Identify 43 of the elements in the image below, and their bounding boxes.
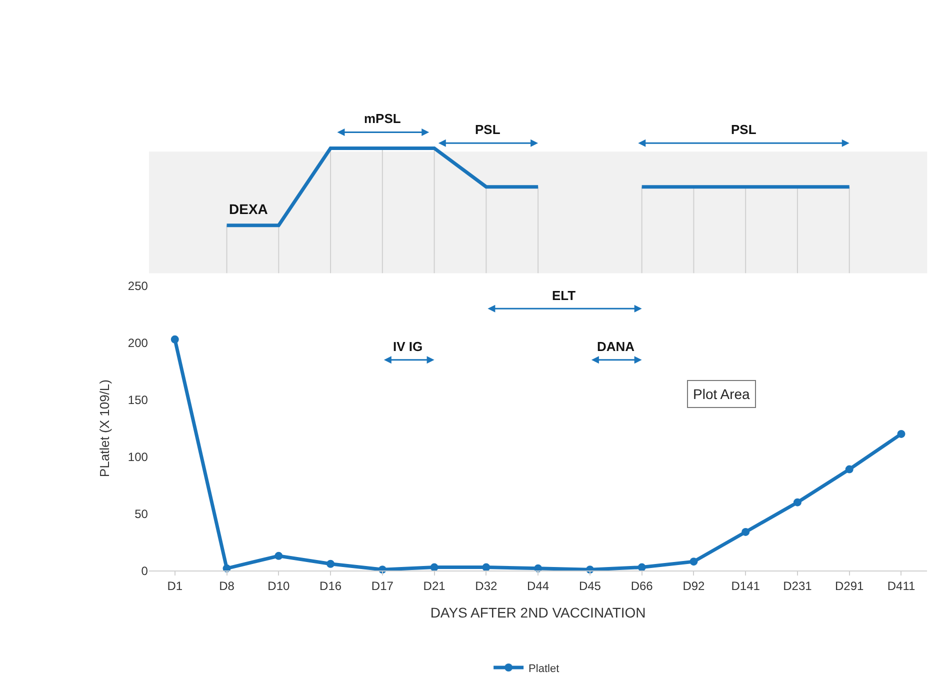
annotation: DANA <box>597 339 636 354</box>
x-tick-label: D231 <box>783 579 812 594</box>
x-tick-label: D10 <box>268 579 290 594</box>
point <box>897 430 906 438</box>
x-tick-label: D141 <box>731 579 760 594</box>
x-tick-label: D21 <box>423 579 446 594</box>
y-tick-label: 250 <box>128 279 148 294</box>
x-tick-label: D66 <box>630 579 654 594</box>
annotation: DEXA <box>229 201 268 217</box>
text: PSL <box>731 122 756 137</box>
y-axis-title: PLatlet (X 109/L) <box>96 380 112 478</box>
y-tick-label: 0 <box>141 564 148 578</box>
text: mPSL <box>364 111 401 126</box>
annotation: ELT <box>552 288 576 303</box>
legend-label: Platlet <box>528 662 560 675</box>
x-tick-label: D92 <box>682 579 706 594</box>
x-tick-label: D45 <box>578 579 602 594</box>
point <box>690 558 698 566</box>
point <box>326 560 335 568</box>
x-tick-label: D16 <box>320 579 342 594</box>
y-tick-label: 200 <box>128 336 148 350</box>
y-tick-label: 50 <box>134 506 148 521</box>
point <box>845 465 854 474</box>
x-tick-label: D32 <box>475 579 498 594</box>
x-tick-label: D411 <box>887 579 916 594</box>
y-tick-label: 100 <box>128 450 148 464</box>
point <box>742 528 750 536</box>
x-axis-title: DAYS AFTER 2ND VACCINATION <box>430 604 646 620</box>
point <box>638 563 646 572</box>
x-tick-label: D291 <box>835 579 864 594</box>
annotation: IV IG <box>393 339 423 354</box>
point <box>482 563 490 572</box>
point <box>793 498 802 506</box>
x-tick-label: D8 <box>219 579 235 594</box>
text: PSL <box>475 122 500 137</box>
x-tick-label: D17 <box>371 579 394 594</box>
x-tick-label: D44 <box>527 579 550 594</box>
y-tick-label: 150 <box>128 393 148 407</box>
point <box>274 552 283 560</box>
annotation: Plot Area <box>693 386 750 402</box>
x-tick-label: D1 <box>167 579 183 594</box>
point <box>170 335 179 344</box>
point <box>430 563 438 572</box>
